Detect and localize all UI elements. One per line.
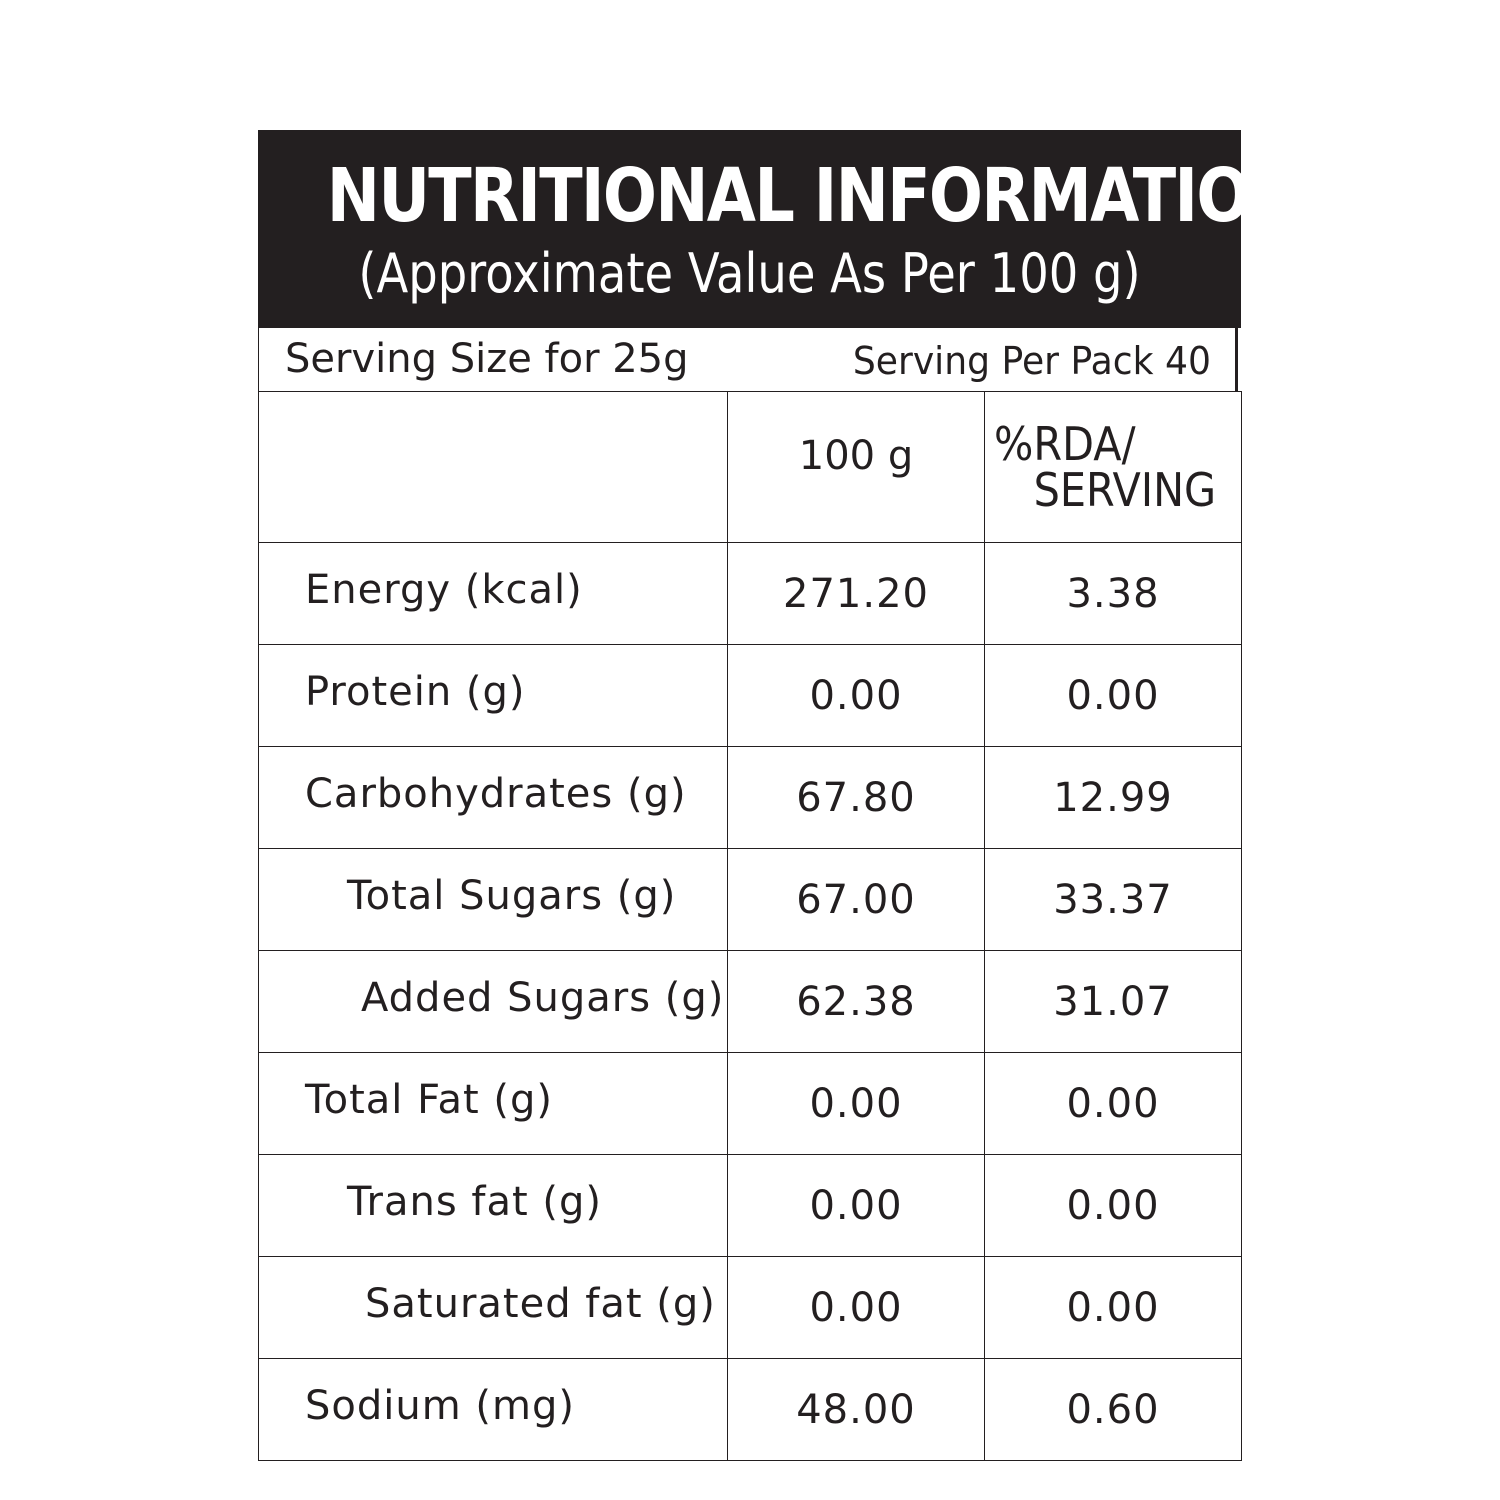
nutrient-name: Protein (g) <box>258 644 728 747</box>
value-per-100g: 62.38 <box>727 950 985 1053</box>
label-subtitle: (Approximate Value As Per 100 g) <box>358 242 1141 305</box>
nutrition-label: NUTRITIONAL INFORMATION (Approximate Val… <box>258 130 1302 1461</box>
nutrient-name: Total Sugars (g) <box>258 848 728 951</box>
value-per-100g: 0.00 <box>727 1052 985 1155</box>
table-row: Total Fat (g) 0.00 0.00 <box>258 1052 1242 1155</box>
table-row: Added Sugars (g) 62.38 31.07 <box>258 950 1242 1053</box>
nutrient-name: Sodium (mg) <box>258 1358 728 1461</box>
value-per-100g: 271.20 <box>727 542 985 645</box>
header-rda-line2: SERVING <box>1033 463 1217 517</box>
nutrient-name: Trans fat (g) <box>258 1154 728 1257</box>
value-rda: 0.00 <box>984 644 1242 747</box>
table-row: Total Sugars (g) 67.00 33.37 <box>258 848 1242 951</box>
value-rda: 3.38 <box>984 542 1242 645</box>
table-row: Energy (kcal) 271.20 3.38 <box>258 542 1242 645</box>
value-per-100g: 0.00 <box>727 1256 985 1359</box>
table-row: Carbohydrates (g) 67.80 12.99 <box>258 746 1242 849</box>
nutrient-name: Saturated fat (g) <box>258 1256 728 1359</box>
servings-per-pack: Serving Per Pack 40 <box>852 339 1211 383</box>
table-header-row: 100 g %RDA/ SERVING <box>258 391 1242 543</box>
label-header: NUTRITIONAL INFORMATION (Approximate Val… <box>258 130 1302 328</box>
nutrient-name: Added Sugars (g) <box>258 950 728 1053</box>
header-rda-line1: %RDA/ <box>994 417 1136 471</box>
nutrient-name: Carbohydrates (g) <box>258 746 728 849</box>
value-rda: 12.99 <box>984 746 1242 849</box>
table-row: Saturated fat (g) 0.00 0.00 <box>258 1256 1242 1359</box>
value-rda: 0.00 <box>984 1154 1242 1257</box>
header-rda-serving: %RDA/ SERVING <box>984 391 1242 543</box>
header-nutrient-cell <box>258 391 728 543</box>
value-rda: 0.00 <box>984 1052 1242 1155</box>
nutrition-table: 100 g %RDA/ SERVING Energy (kcal) 271.20… <box>258 391 1242 1461</box>
value-per-100g: 48.00 <box>727 1358 985 1461</box>
table-row: Protein (g) 0.00 0.00 <box>258 644 1242 747</box>
value-rda: 0.60 <box>984 1358 1242 1461</box>
value-rda: 33.37 <box>984 848 1242 951</box>
table-row: Trans fat (g) 0.00 0.00 <box>258 1154 1242 1257</box>
table-row: Sodium (mg) 48.00 0.60 <box>258 1358 1242 1461</box>
serving-info-row: Serving Size for 25g Serving Per Pack 40 <box>258 328 1238 391</box>
header-per-100g: 100 g <box>727 391 985 543</box>
nutrient-name: Total Fat (g) <box>258 1052 728 1155</box>
value-per-100g: 0.00 <box>727 644 985 747</box>
label-title: NUTRITIONAL INFORMATION <box>326 153 1302 239</box>
value-rda: 0.00 <box>984 1256 1242 1359</box>
value-per-100g: 67.00 <box>727 848 985 951</box>
value-per-100g: 0.00 <box>727 1154 985 1257</box>
nutrient-name: Energy (kcal) <box>258 542 728 645</box>
value-per-100g: 67.80 <box>727 746 985 849</box>
serving-size: Serving Size for 25g <box>285 336 689 382</box>
value-rda: 31.07 <box>984 950 1242 1053</box>
